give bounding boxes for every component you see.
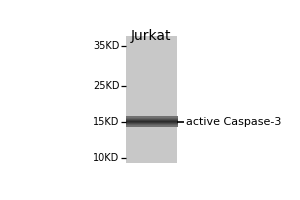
- Text: active Caspase-3: active Caspase-3: [186, 117, 282, 127]
- Text: 35KD: 35KD: [93, 41, 120, 51]
- Bar: [126, 36, 177, 163]
- Text: 10KD: 10KD: [93, 153, 120, 163]
- Text: 25KD: 25KD: [93, 81, 120, 91]
- Text: Jurkat: Jurkat: [131, 29, 172, 43]
- Text: 15KD: 15KD: [93, 117, 120, 127]
